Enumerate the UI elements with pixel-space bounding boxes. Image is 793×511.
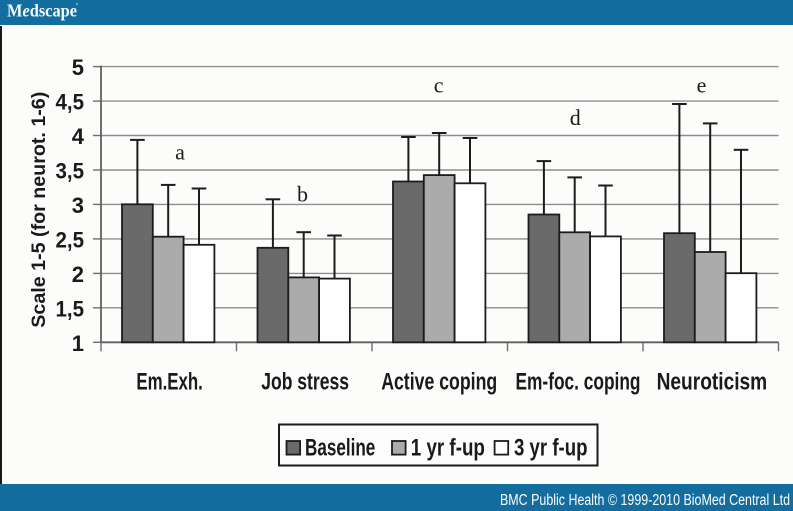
- svg-text:d: d: [570, 105, 581, 130]
- svg-text:': ': [76, 1, 78, 13]
- svg-text:Neuroticism: Neuroticism: [657, 369, 768, 396]
- svg-text:b: b: [297, 181, 308, 206]
- svg-text:2,5: 2,5: [56, 227, 85, 252]
- svg-text:3 yr f-up: 3 yr f-up: [514, 435, 588, 462]
- svg-text:BMC Public Health © 1999-2010: BMC Public Health © 1999-2010 BioMed Cen…: [500, 492, 790, 509]
- svg-text:Scale 1-5 (for neurot. 1-6): Scale 1-5 (for neurot. 1-6): [29, 92, 50, 328]
- svg-text:2: 2: [72, 262, 84, 287]
- svg-text:Em-foc. coping: Em-foc. coping: [516, 369, 641, 396]
- svg-text:e: e: [697, 72, 707, 97]
- svg-text:Job stress: Job stress: [261, 369, 349, 396]
- svg-text:1,5: 1,5: [56, 296, 85, 321]
- svg-text:5: 5: [72, 55, 84, 80]
- svg-text:Em.Exh.: Em.Exh.: [136, 369, 203, 396]
- svg-text:4,5: 4,5: [56, 90, 85, 115]
- svg-text:a: a: [175, 140, 185, 165]
- svg-text:3,5: 3,5: [56, 159, 85, 184]
- svg-text:4: 4: [72, 124, 85, 149]
- svg-text:1: 1: [72, 331, 84, 356]
- svg-text:Medscape: Medscape: [7, 1, 77, 21]
- svg-text:Baseline: Baseline: [305, 435, 375, 462]
- svg-text:3: 3: [72, 193, 84, 218]
- svg-text:1 yr f-up: 1 yr f-up: [411, 435, 485, 462]
- svg-text:Active coping: Active coping: [381, 369, 497, 396]
- svg-text:c: c: [434, 72, 444, 97]
